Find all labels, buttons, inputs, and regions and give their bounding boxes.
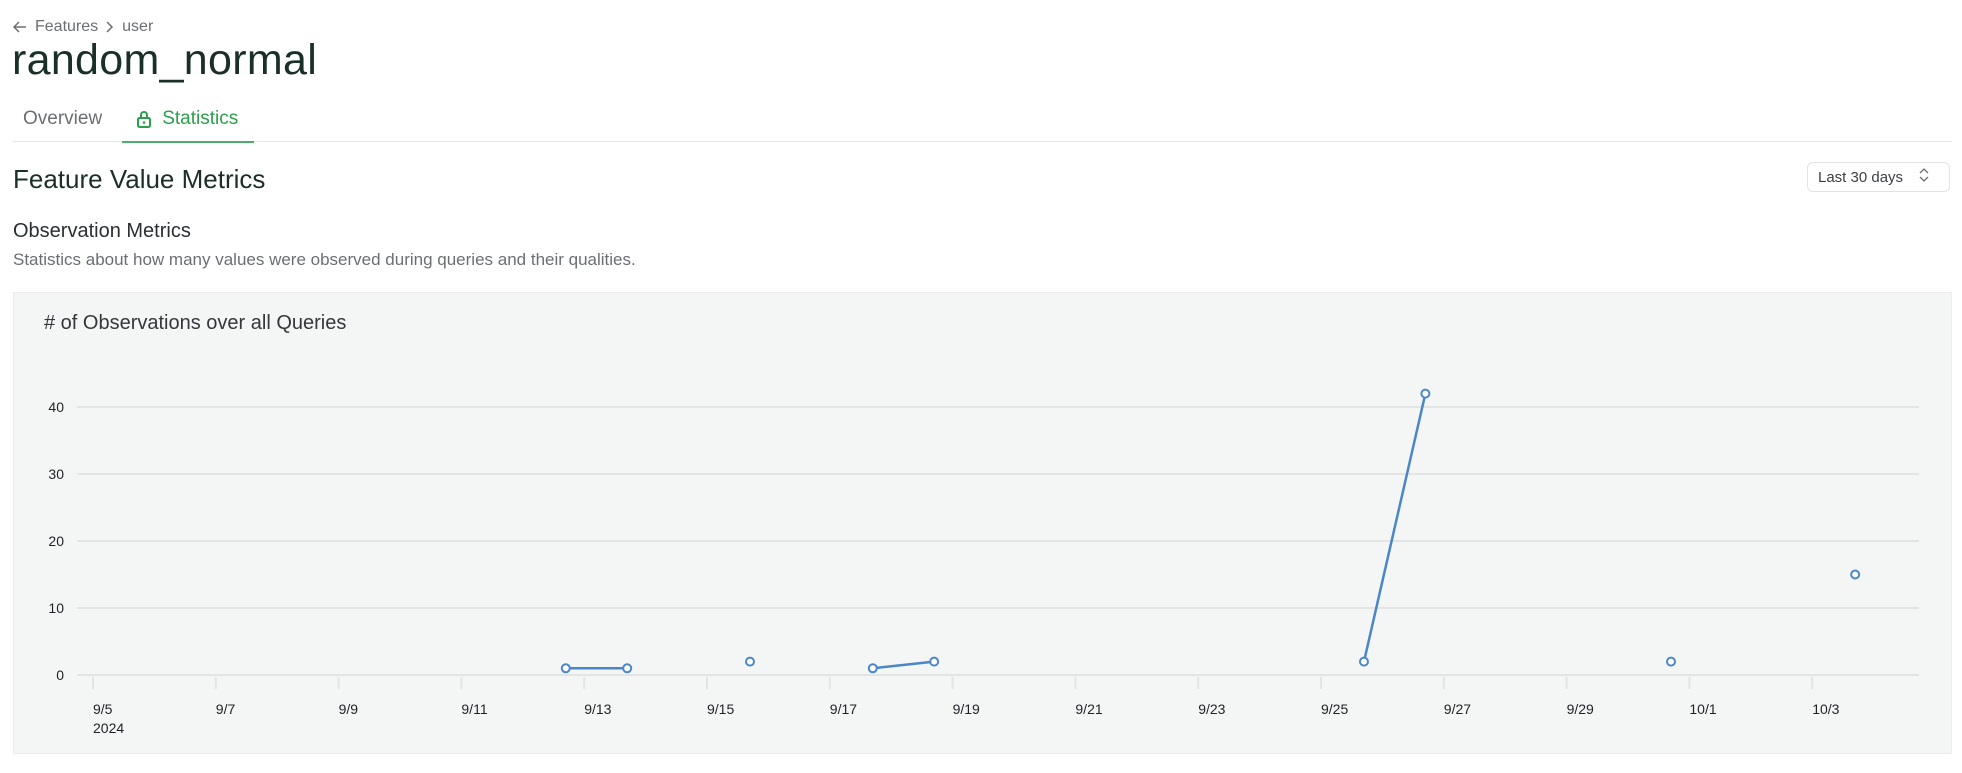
section-title: Feature Value Metrics xyxy=(13,164,266,194)
y-tick-label: 40 xyxy=(48,399,64,415)
arrow-left-icon[interactable] xyxy=(13,21,27,33)
breadcrumb-user[interactable]: user xyxy=(122,18,154,35)
data-point xyxy=(1420,388,1431,399)
series-line xyxy=(1362,393,1427,662)
chart-title: # of Observations over all Queries xyxy=(44,312,347,334)
x-tick-label: 9/11 xyxy=(461,701,487,717)
tab-overview[interactable]: Overview xyxy=(13,100,112,141)
lock-icon xyxy=(136,108,152,141)
x-tick-label: 9/13 xyxy=(584,701,611,717)
x-year-label: 2024 xyxy=(93,720,124,736)
data-point xyxy=(1665,656,1676,667)
y-tick-label: 30 xyxy=(48,466,64,482)
x-tick-label: 9/7 xyxy=(216,701,236,717)
x-tick-label: 10/3 xyxy=(1812,701,1839,717)
data-point xyxy=(1358,656,1369,667)
x-tick-label: 9/21 xyxy=(1075,701,1102,717)
data-point xyxy=(1850,569,1861,580)
data-point xyxy=(744,656,755,667)
subsection-description: Statistics about how many values were ob… xyxy=(13,250,636,269)
x-tick-label: 9/17 xyxy=(830,701,857,717)
date-range-select[interactable]: Last 30 days xyxy=(1807,162,1950,192)
x-tick-label: 9/29 xyxy=(1567,701,1594,717)
x-tick-label: 9/23 xyxy=(1198,701,1225,717)
x-tick-label: 9/5 xyxy=(93,701,113,717)
chevron-up-down-icon xyxy=(1919,168,1929,186)
data-point xyxy=(560,663,571,674)
data-point xyxy=(929,656,940,667)
breadcrumb: Features user xyxy=(13,18,153,36)
y-tick-label: 0 xyxy=(56,667,64,683)
x-tick-label: 9/19 xyxy=(953,701,980,717)
x-tick-label: 9/25 xyxy=(1321,701,1348,717)
x-tick-label: 10/1 xyxy=(1689,701,1716,717)
tab-statistics[interactable]: Statistics xyxy=(122,100,255,143)
x-tick-label: 9/15 xyxy=(707,701,734,717)
chevron-right-icon xyxy=(106,21,114,33)
y-tick-label: 20 xyxy=(48,533,64,549)
subsection-title: Observation Metrics xyxy=(13,220,191,242)
x-tick-label: 9/9 xyxy=(339,701,359,717)
page-title: random_normal xyxy=(12,36,318,84)
data-point xyxy=(867,663,878,674)
series-line xyxy=(872,660,935,670)
chart-panel xyxy=(13,292,1952,754)
breadcrumb-features[interactable]: Features xyxy=(35,18,99,35)
tab-label: Statistics xyxy=(162,108,239,129)
data-point xyxy=(622,663,633,674)
x-tick-label: 9/27 xyxy=(1444,701,1471,717)
tab-bar: Overview Statistics xyxy=(13,100,1952,143)
y-tick-label: 10 xyxy=(48,600,64,616)
tab-label: Overview xyxy=(23,108,103,129)
date-range-value: Last 30 days xyxy=(1818,168,1904,186)
